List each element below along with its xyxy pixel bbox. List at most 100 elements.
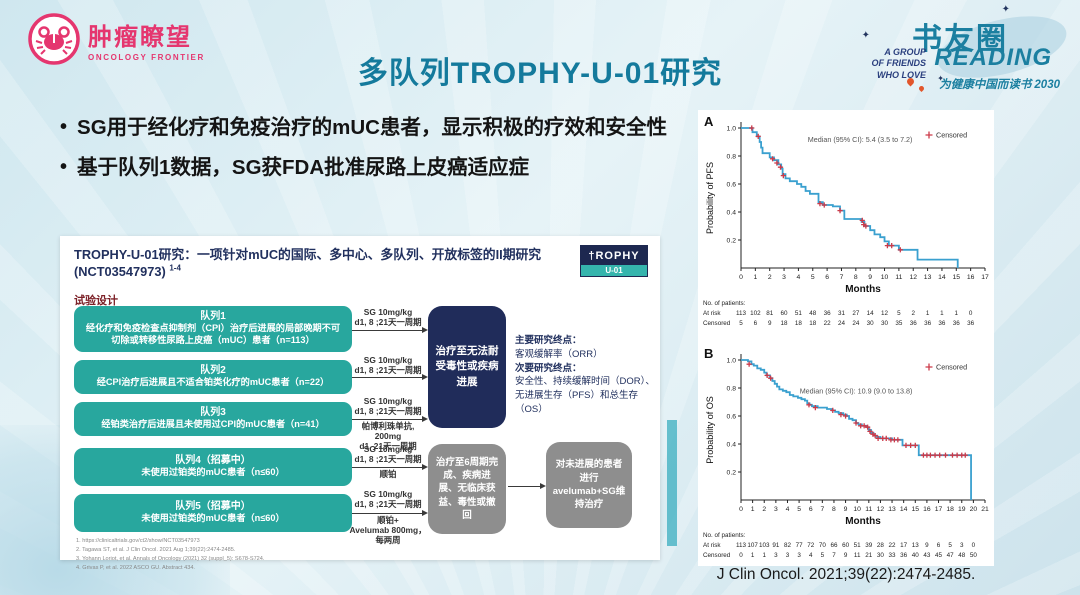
svg-text:72: 72 — [807, 542, 815, 549]
arrow-icon — [352, 326, 428, 333]
svg-text:30: 30 — [867, 320, 875, 327]
svg-text:16: 16 — [923, 506, 931, 513]
crab-logo-icon — [28, 13, 80, 65]
cohort-1-box: 队列1 经化疗和免疫检查点抑制剂（CPI）治疗后进展的局部晚期不可切除或转移性尿… — [74, 306, 352, 352]
decorative-stripe — [667, 420, 677, 546]
svg-text:0.4: 0.4 — [727, 209, 737, 216]
sparkle-icon: ✦ — [861, 30, 870, 41]
svg-text:1: 1 — [762, 552, 766, 559]
censor-marks — [746, 361, 968, 458]
trophy-u01-logo: †ROPHY U-01 — [581, 246, 647, 276]
figure-footnotes: 1. https://clinicaltrials.gov/ct2/show/N… — [76, 538, 265, 571]
svg-text:48: 48 — [958, 552, 966, 559]
svg-text:7: 7 — [840, 274, 844, 281]
svg-text:18: 18 — [781, 320, 789, 327]
svg-text:5: 5 — [739, 320, 743, 327]
svg-text:9: 9 — [768, 320, 772, 327]
svg-text:0: 0 — [969, 310, 973, 317]
svg-text:113: 113 — [736, 310, 747, 317]
secondary-endpoint-label: 次要研究终点： — [515, 362, 582, 374]
svg-text:9: 9 — [844, 506, 848, 513]
svg-text:2: 2 — [762, 506, 766, 513]
logo-right-reading: READING — [934, 44, 1052, 71]
bullet-marker: • — [60, 116, 68, 138]
logo-right-group-text: A GROUP OF FRIENDS WHO LOVE — [871, 47, 926, 80]
svg-text:1: 1 — [751, 552, 755, 559]
svg-text:Median (95% CI): 10.9 (9.0 to: Median (95% CI): 10.9 (9.0 to 13.8) — [800, 387, 913, 396]
design-label: 试验设计 — [74, 295, 118, 307]
svg-text:0.2: 0.2 — [727, 469, 737, 476]
svg-text:51: 51 — [854, 542, 862, 549]
svg-text:18: 18 — [946, 506, 954, 513]
svg-text:Median (95% CI): 5.4 (3.5 to 7: Median (95% CI): 5.4 (3.5 to 7.2) — [808, 135, 913, 144]
svg-text:6: 6 — [809, 506, 813, 513]
svg-text:15: 15 — [912, 506, 920, 513]
svg-text:1: 1 — [926, 310, 930, 317]
svg-text:40: 40 — [912, 552, 920, 559]
svg-text:Months: Months — [845, 284, 881, 295]
svg-text:12: 12 — [909, 274, 917, 281]
svg-text:5: 5 — [821, 552, 825, 559]
svg-text:47: 47 — [947, 552, 955, 559]
pin-icon — [917, 84, 926, 93]
svg-text:9: 9 — [844, 552, 848, 559]
svg-text:B: B — [704, 346, 713, 361]
svg-text:107: 107 — [747, 542, 758, 549]
svg-text:50: 50 — [970, 552, 978, 559]
svg-text:11: 11 — [854, 552, 861, 559]
arrow-icon — [352, 373, 428, 380]
arm-5-below-label: 顺铂+ Avelumab 800mg，每两周 — [349, 515, 427, 545]
svg-text:13: 13 — [888, 506, 896, 513]
arm-4-below-label: 顺铂 — [379, 469, 397, 479]
svg-text:1.0: 1.0 — [727, 125, 737, 132]
svg-text:8: 8 — [854, 274, 858, 281]
svg-text:3: 3 — [797, 552, 801, 559]
svg-text:15: 15 — [953, 274, 961, 281]
svg-text:2: 2 — [911, 310, 915, 317]
svg-text:14: 14 — [867, 310, 875, 317]
svg-text:6: 6 — [937, 542, 941, 549]
svg-text:0.6: 0.6 — [727, 413, 737, 420]
primary-endpoint: 客观缓解率（ORR） — [515, 348, 603, 360]
svg-text:102: 102 — [750, 310, 761, 317]
svg-text:3: 3 — [774, 506, 778, 513]
svg-text:Censored: Censored — [936, 131, 967, 140]
maintenance-box: 对未进展的患者进行avelumab+SG维持治疗 — [546, 442, 632, 528]
km-chart-pfs: A 0.2 0.4 0.6 0.8 1.0 0 1 2 3 4 5 6 7 8 9 10 11 12 13 14 15 16… — [699, 112, 993, 339]
svg-text:10: 10 — [881, 274, 889, 281]
page-title: 多队列TROPHY-U-01研究 — [357, 57, 723, 90]
svg-text:0: 0 — [972, 542, 976, 549]
arrow-icon — [508, 482, 546, 489]
svg-text:66: 66 — [830, 542, 838, 549]
svg-text:9: 9 — [868, 274, 872, 281]
svg-text:3: 3 — [960, 542, 964, 549]
svg-text:36: 36 — [900, 552, 908, 559]
svg-text:22: 22 — [824, 320, 832, 327]
sparkle-icon: ✦ — [1001, 4, 1010, 15]
svg-text:31: 31 — [838, 310, 846, 317]
svg-text:30: 30 — [881, 320, 889, 327]
bullet-marker: • — [60, 156, 68, 179]
svg-text:48: 48 — [809, 310, 817, 317]
svg-text:17: 17 — [935, 506, 943, 513]
svg-text:0: 0 — [739, 552, 743, 559]
secondary-endpoint: 安全性、持续缓解时间（DOR）、无进展生存（PFS）和总生存（OS） — [515, 376, 655, 415]
svg-text:21: 21 — [865, 552, 873, 559]
svg-text:No. of patients:: No. of patients: — [703, 532, 746, 539]
treat-until-box: 治疗至无法耐受毒性或疾病进展 — [428, 306, 506, 428]
arm-1-label: SG 10mg/kg d1, 8 ;21天一周期 — [354, 307, 422, 327]
svg-text:19: 19 — [958, 506, 966, 513]
arm-4-label: SG 10mg/kg d1, 8 ;21天一周期 — [354, 444, 422, 464]
figure-title: TROPHY-U-01研究：一项针对mUC的国际、多中心、多队列、开放标签的II… — [74, 247, 542, 280]
svg-text:36: 36 — [924, 320, 932, 327]
cohort-5-box: 队列5（招募中） 未使用过铂类的mUC患者（n≤60） — [74, 494, 352, 532]
svg-text:36: 36 — [824, 310, 832, 317]
citation: J Clin Oncol. 2021;39(22):2474-2485. — [716, 566, 976, 583]
bullet-list: • SG用于经化疗和免疫治疗的mUC患者，显示积极的疗效和安全性 • 基于队列1… — [60, 114, 710, 195]
svg-text:4: 4 — [786, 506, 790, 513]
svg-text:77: 77 — [796, 542, 804, 549]
svg-text:0.4: 0.4 — [727, 441, 737, 448]
bullet-text: 基于队列1数据，SG获FDA批准尿路上皮癌适应症 — [77, 156, 530, 180]
arm-2-label: SG 10mg/kg d1, 8 ;21天一周期 — [354, 355, 422, 375]
